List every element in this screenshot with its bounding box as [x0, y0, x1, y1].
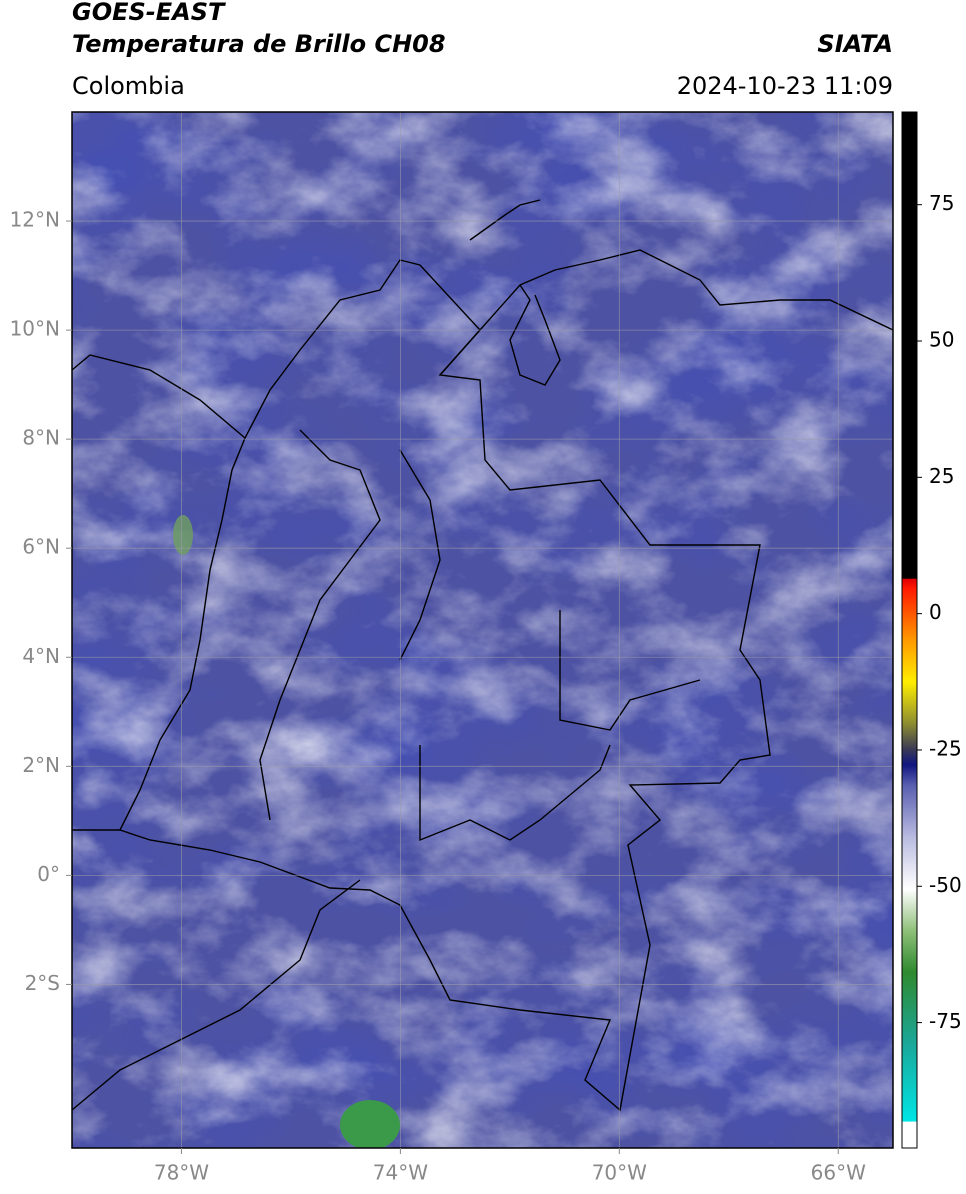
colorbar-tick-label: 25 [929, 464, 954, 488]
cold-cloud [173, 515, 193, 555]
graticule [72, 112, 893, 1148]
lat-tick-label: 6°N [22, 535, 60, 559]
region: Colombia [72, 72, 185, 100]
colorbar-tick-label: 50 [929, 328, 954, 352]
datetime: 2024-10-23 11:09 [677, 72, 893, 100]
organization: SIATA [817, 30, 893, 58]
cold-cloud [340, 1100, 400, 1148]
lon-tick-label: 66°W [811, 1161, 866, 1185]
lat-tick-label: 0° [37, 862, 60, 886]
lat-tick-label: 8°N [22, 426, 60, 450]
lat-tick-label: 2°N [22, 753, 60, 777]
colorbar-tick-label: -50 [929, 873, 962, 897]
lon-tick-label: 74°W [373, 1161, 428, 1185]
title-line1: GOES-EAST [72, 0, 226, 26]
image-clouds [72, 112, 893, 1148]
colorbar [901, 111, 918, 1149]
lat-tick-label: 10°N [10, 317, 60, 341]
colorbar-tick-label: -25 [929, 736, 962, 760]
colorbar-tick-label: 75 [929, 191, 954, 215]
borders [72, 199, 893, 1112]
colorbar-tick-label: -75 [929, 1009, 962, 1033]
lat-tick-label: 2°S [25, 971, 60, 995]
lat-tick-label: 4°N [22, 644, 60, 668]
lat-tick-label: 12°N [10, 208, 60, 232]
colorbar-tick-label: 0 [929, 600, 942, 624]
satellite-image [72, 112, 893, 1148]
map-frame [71, 111, 894, 1149]
lon-tick-label: 70°W [592, 1161, 647, 1185]
lon-tick-label: 78°W [154, 1161, 209, 1185]
title-line2: Temperatura de Brillo CH08 [72, 30, 446, 58]
